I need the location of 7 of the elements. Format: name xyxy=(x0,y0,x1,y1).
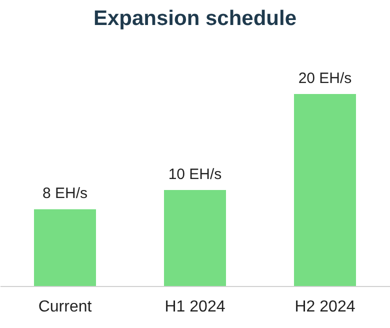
x-tick-label: H2 2024 xyxy=(294,298,356,316)
x-tick-label: Current xyxy=(38,298,92,316)
chart-title: Expansion schedule xyxy=(93,7,297,30)
data-label: 10 EH/s xyxy=(168,166,222,183)
data-label: 20 EH/s xyxy=(298,70,352,87)
x-tick-label: H1 2024 xyxy=(164,298,226,316)
data-label: 8 EH/s xyxy=(42,185,88,202)
